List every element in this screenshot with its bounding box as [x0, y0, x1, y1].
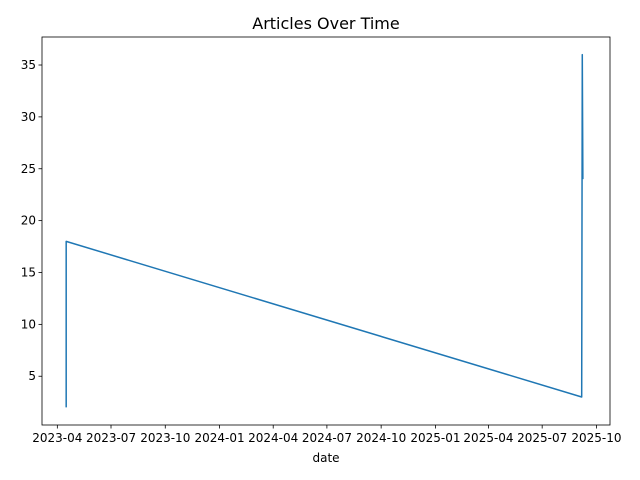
x-axis-ticks: 2023-04 2023-07 2023-10 2024-01 2024-04 2024-… [32, 425, 622, 445]
y-tick-label: 20 [21, 214, 36, 228]
series-line-0 [65, 53, 584, 408]
x-tick-label: 2023-10 [140, 431, 190, 445]
x-tick-label: 2024-10 [356, 431, 406, 445]
x-tick-label: 2024-07 [302, 431, 352, 445]
chart-title: Articles Over Time [252, 14, 399, 33]
y-tick-label: 5 [28, 369, 36, 383]
x-tick-label: 2023-07 [86, 431, 136, 445]
x-tick-label: 2025-10 [571, 431, 621, 445]
y-tick-label: 30 [21, 110, 36, 124]
x-tick-label: 2023-04 [32, 431, 82, 445]
y-tick-label: 35 [21, 58, 36, 72]
x-tick-label: 2024-04 [248, 431, 298, 445]
y-tick-label: 15 [21, 265, 36, 279]
plot-area [41, 36, 611, 426]
x-tick-label: 2025-04 [463, 431, 513, 445]
x-axis-label: date [312, 451, 339, 465]
x-tick-label: 2025-01 [410, 431, 460, 445]
x-tick-label: 2024-01 [194, 431, 244, 445]
y-tick-label: 10 [21, 317, 36, 331]
y-axis-ticks: 5 10 15 20 25 30 35 [21, 58, 42, 383]
y-tick-label: 25 [21, 162, 36, 176]
x-tick-label: 2025-07 [517, 431, 567, 445]
plot-frame [41, 36, 611, 426]
